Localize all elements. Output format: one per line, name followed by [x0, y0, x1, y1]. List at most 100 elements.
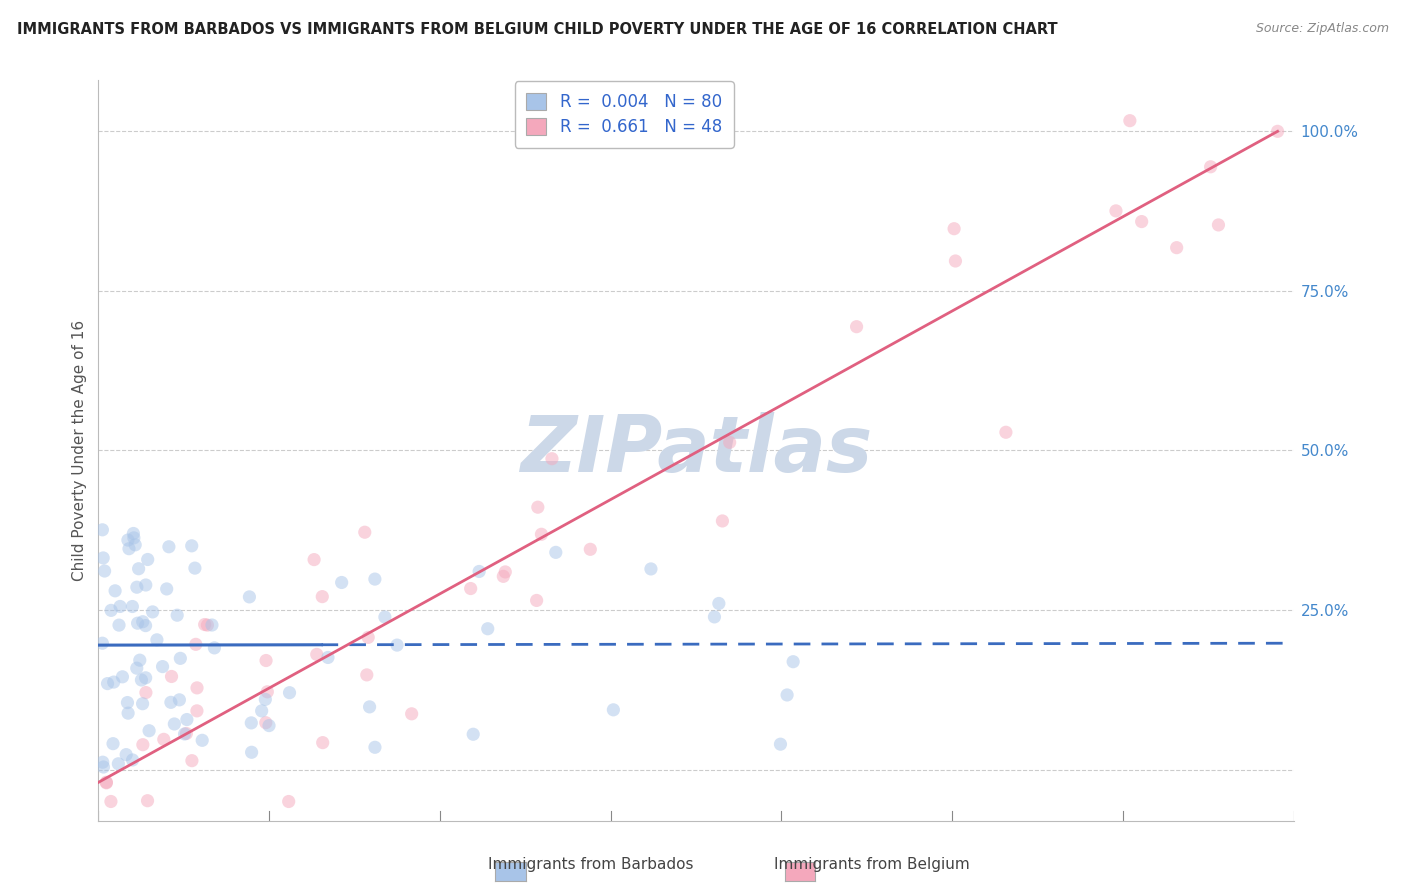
Point	[100, 603, 122, 617]
Point	[115, 747, 138, 762]
Point	[385, 638, 408, 652]
Point	[131, 673, 153, 687]
Point	[152, 659, 174, 673]
Point	[1199, 160, 1222, 174]
Point	[1105, 203, 1128, 218]
Point	[127, 616, 149, 631]
Point	[135, 618, 157, 632]
Point	[125, 580, 148, 594]
Point	[117, 706, 139, 720]
Point	[640, 562, 662, 576]
Point	[108, 618, 131, 632]
Text: Immigrants from Belgium: Immigrants from Belgium	[773, 857, 970, 872]
Point	[93, 564, 115, 578]
Point	[125, 661, 148, 675]
Point	[197, 618, 219, 632]
Point	[707, 597, 730, 611]
Point	[104, 583, 127, 598]
Point	[316, 650, 339, 665]
Point	[186, 681, 208, 695]
Legend: R =  0.004   N = 80, R =  0.661   N = 48: R = 0.004 N = 80, R = 0.661 N = 48	[515, 81, 734, 147]
Point	[494, 565, 516, 579]
Point	[131, 697, 153, 711]
Point	[96, 776, 118, 790]
Point	[527, 500, 550, 515]
Point	[156, 582, 179, 596]
Point	[173, 727, 195, 741]
Point	[152, 732, 174, 747]
Point	[530, 527, 553, 541]
Point	[91, 523, 114, 537]
Point	[103, 675, 125, 690]
Text: Source: ZipAtlas.com: Source: ZipAtlas.com	[1256, 22, 1389, 36]
Y-axis label: Child Poverty Under the Age of 16: Child Poverty Under the Age of 16	[72, 320, 87, 581]
Point	[157, 540, 180, 554]
Point	[128, 562, 150, 576]
Point	[136, 552, 159, 566]
Point	[994, 425, 1017, 440]
Point	[132, 615, 155, 629]
Point	[138, 723, 160, 738]
Point	[160, 695, 183, 709]
Point	[468, 565, 491, 579]
Point	[146, 632, 169, 647]
Point	[117, 533, 139, 547]
Point	[703, 610, 725, 624]
Point	[311, 590, 333, 604]
Text: IMMIGRANTS FROM BARBADOS VS IMMIGRANTS FROM BELGIUM CHILD POVERTY UNDER THE AGE : IMMIGRANTS FROM BARBADOS VS IMMIGRANTS F…	[17, 22, 1057, 37]
Point	[463, 727, 485, 741]
Point	[254, 715, 277, 730]
Point	[945, 254, 967, 268]
Point	[544, 545, 567, 559]
Point	[254, 692, 277, 706]
Point	[180, 539, 202, 553]
Point	[1130, 214, 1153, 228]
Point	[184, 637, 207, 651]
Point	[257, 718, 280, 732]
Point	[845, 319, 868, 334]
Point	[202, 640, 225, 655]
Point	[526, 593, 548, 607]
Point	[96, 775, 118, 789]
Point	[107, 756, 129, 771]
Point	[492, 569, 515, 583]
Point	[176, 726, 198, 740]
Point	[1119, 113, 1142, 128]
Point	[122, 531, 145, 545]
Point	[100, 795, 122, 809]
Point	[201, 618, 224, 632]
Point	[91, 755, 114, 769]
Point	[136, 794, 159, 808]
Point	[142, 605, 165, 619]
Point	[782, 655, 804, 669]
Point	[364, 740, 387, 755]
Point	[769, 737, 792, 751]
Point	[111, 670, 134, 684]
Point	[176, 713, 198, 727]
Point	[184, 561, 207, 575]
Point	[541, 451, 564, 466]
Point	[135, 578, 157, 592]
Point	[96, 676, 118, 690]
Point	[401, 706, 423, 721]
Point	[353, 525, 375, 540]
Point	[160, 669, 183, 683]
Point	[602, 703, 624, 717]
Point	[166, 608, 188, 623]
Point	[364, 572, 387, 586]
Point	[302, 552, 325, 566]
Point	[194, 617, 217, 632]
Point	[124, 538, 146, 552]
Point	[312, 736, 335, 750]
Point	[91, 550, 114, 565]
Point	[169, 651, 191, 665]
Point	[357, 631, 380, 645]
Point	[356, 668, 378, 682]
Point	[91, 636, 114, 650]
Text: ZIPatlas: ZIPatlas	[520, 412, 872, 489]
Point	[121, 753, 143, 767]
Point	[180, 754, 202, 768]
Point	[108, 599, 131, 614]
Point	[117, 696, 139, 710]
Point	[943, 221, 966, 235]
